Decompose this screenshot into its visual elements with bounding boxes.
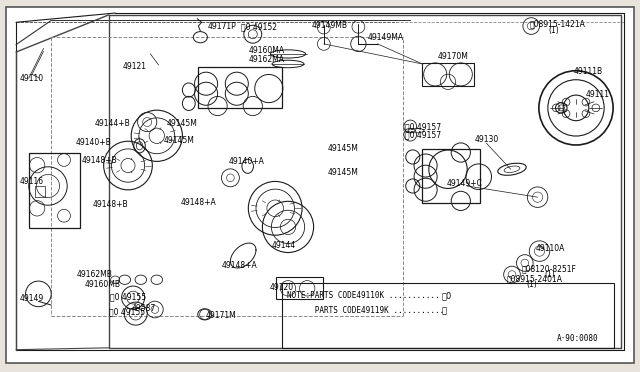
Text: 49145M: 49145M: [328, 144, 358, 153]
Text: 49148+A: 49148+A: [222, 262, 258, 270]
Bar: [29, 153, 80, 228]
Bar: [276, 277, 323, 299]
Text: 49149+C: 49149+C: [447, 179, 483, 187]
Text: ⓜ08915-2401A: ⓜ08915-2401A: [507, 275, 563, 283]
Text: ⓜ08915-1421A: ⓜ08915-1421A: [529, 20, 585, 29]
Text: 49148+A: 49148+A: [180, 198, 216, 207]
Bar: [35, 186, 45, 197]
Bar: [198, 67, 282, 108]
Text: 49111B: 49111B: [574, 67, 604, 76]
Text: 49149MB: 49149MB: [312, 21, 348, 30]
Text: A·90:0080: A·90:0080: [557, 334, 598, 343]
Text: Ⓑ08120-8251F: Ⓑ08120-8251F: [522, 264, 577, 273]
Text: 49110: 49110: [19, 74, 44, 83]
Text: 49160MB: 49160MB: [84, 280, 120, 289]
Text: 49149MA: 49149MA: [367, 33, 403, 42]
Text: 49120: 49120: [270, 283, 294, 292]
Text: 49111: 49111: [586, 90, 610, 99]
Text: 49144+B: 49144+B: [95, 119, 131, 128]
Text: 49110A: 49110A: [536, 244, 565, 253]
Text: 49162MA: 49162MA: [248, 55, 284, 64]
Text: 49148+B: 49148+B: [93, 200, 129, 209]
Text: ␶0 49157: ␶0 49157: [405, 130, 441, 139]
Text: Ⓑ: Ⓑ: [442, 306, 447, 315]
Text: 49171M: 49171M: [206, 311, 237, 320]
Text: 49116: 49116: [19, 177, 44, 186]
Text: NOTE:PARTS CODE49110K ...........: NOTE:PARTS CODE49110K ...........: [287, 291, 439, 300]
Text: 49170M: 49170M: [438, 52, 468, 61]
Text: (1): (1): [526, 280, 537, 289]
Text: 49140+A: 49140+A: [229, 157, 265, 166]
Text: PARTS CODE49119K ...........: PARTS CODE49119K ...........: [287, 306, 444, 315]
Text: 49148+B: 49148+B: [81, 156, 117, 165]
Text: 49587: 49587: [131, 304, 156, 313]
Bar: [422, 149, 480, 203]
Bar: [282, 283, 614, 348]
Text: ␶0 49155: ␶0 49155: [109, 307, 145, 316]
Text: ␶0 49157: ␶0 49157: [405, 123, 441, 132]
Text: ␶0: ␶0: [442, 291, 452, 300]
Text: 49145M: 49145M: [166, 119, 197, 128]
Text: 49145M: 49145M: [328, 169, 358, 177]
Text: 49121: 49121: [123, 62, 147, 71]
Text: 49145M: 49145M: [163, 136, 194, 145]
Text: 49130: 49130: [475, 135, 499, 144]
Text: 49171P: 49171P: [208, 22, 237, 31]
Bar: [422, 63, 474, 86]
Text: 49149: 49149: [19, 294, 44, 303]
Text: 49160MA: 49160MA: [248, 46, 284, 55]
Text: (1): (1): [548, 26, 559, 35]
Text: ␶0 49155: ␶0 49155: [110, 292, 146, 301]
Text: ␶0 49152: ␶0 49152: [241, 22, 276, 31]
Text: 49140+B: 49140+B: [76, 138, 111, 147]
Text: 49162MB: 49162MB: [77, 270, 113, 279]
Text: (1): (1): [544, 270, 555, 279]
Text: 49144: 49144: [272, 241, 296, 250]
